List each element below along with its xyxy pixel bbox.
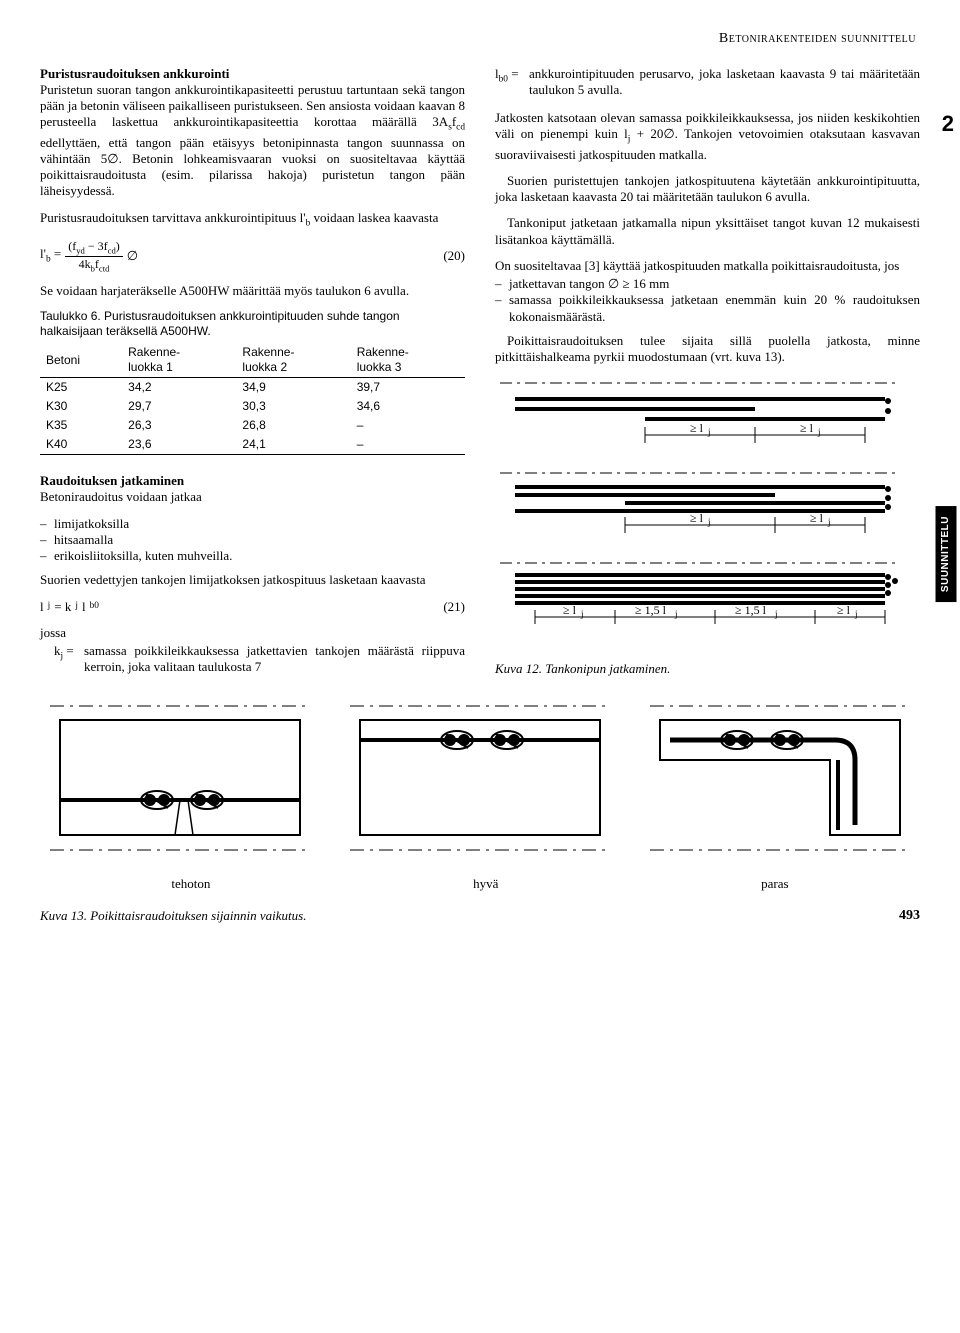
para-anchor-intro: Puristusraudoituksen ankkurointi Puriste… (40, 66, 465, 200)
page-footer: Kuva 13. Poikittaisraudoituksen sijainni… (40, 902, 920, 924)
svg-text:j: j (580, 609, 584, 619)
side-tab-suunnittelu: SUUNNITTELU (936, 506, 957, 602)
fig13-labels: tehoton hyvä paras (40, 876, 920, 892)
heading-puristus: Puristusraudoituksen ankkurointi (40, 66, 229, 81)
th: Rakenne-luokka 2 (236, 343, 350, 378)
p1b: edellyttäen, että tangon pään etäisyys b… (40, 135, 465, 199)
lb0-def: lb0 = ankkurointipituuden perusarvo, jok… (495, 66, 920, 99)
svg-text:≥ l: ≥ l (690, 421, 704, 435)
figure-13: tehoton hyvä paras (40, 700, 920, 892)
r-p4: Tankoniput jatketaan jatkamalla nipun yk… (495, 215, 920, 248)
kj-def: kj = samassa poikkileikkauksessa jatkett… (54, 643, 465, 676)
table-row: K3526,326,8– (40, 416, 465, 435)
left-column: Puristusraudoituksen ankkurointi Puriste… (40, 66, 465, 680)
eq20-num: (20) (443, 248, 465, 264)
p1a: Puristetun suoran tangon ankkurointikapa… (40, 82, 465, 130)
right-column: 2 SUUNNITTELU lb0 = ankkurointipituuden … (495, 66, 920, 680)
p3: Se voidaan harjateräkselle A500HW määrit… (40, 283, 465, 299)
jossa: jossa (40, 625, 465, 641)
svg-text:≥ l: ≥ l (563, 603, 577, 617)
list-jatkaminen: –limijatkoksilla –hitsaamalla –erikoisli… (40, 516, 465, 565)
svg-text:j: j (827, 517, 831, 527)
label-hyva: hyvä (473, 876, 498, 892)
heading-jatkaminen: Raudoituksen jatkaminen (40, 473, 184, 488)
svg-text:j: j (854, 609, 858, 619)
svg-text:≥ l: ≥ l (800, 421, 814, 435)
svg-text:≥ l: ≥ l (810, 511, 824, 525)
eq21-num: (21) (443, 599, 465, 615)
svg-text:j: j (707, 427, 711, 437)
list-conditions: –jatkettavan tangon ∅ ≥ 16 mm –samassa p… (495, 276, 920, 325)
running-head: Betonirakenteiden suunnittelu (40, 30, 920, 48)
p5: Suorien vedettyjen tankojen limijatkokse… (40, 572, 465, 588)
th: Betoni (40, 343, 122, 378)
sub-s: s (448, 123, 452, 133)
p2b: voidaan laskea kaavasta (310, 210, 438, 225)
r-p5: On suositeltavaa [3] käyttää jatkospituu… (495, 258, 920, 274)
para-lprime: Puristusraudoituksen tarvittava ankkuroi… (40, 210, 465, 230)
table6-title: Taulukko 6. Puristusraudoituksen ankkuro… (40, 309, 465, 339)
table-row: K4023,624,1– (40, 435, 465, 455)
r-p6: Poikittaisraudoituksen tulee sijaita sil… (495, 333, 920, 366)
table-row: K2534,234,939,7 (40, 378, 465, 398)
fig12-caption: Kuva 12. Tankonipun jatkaminen. (495, 661, 920, 677)
two-column-layout: Puristusraudoituksen ankkurointi Puriste… (40, 66, 920, 680)
svg-text:≥ l: ≥ l (690, 511, 704, 525)
para-jatkaminen: Raudoituksen jatkaminen Betoniraudoitus … (40, 473, 465, 506)
table-row: K3029,730,334,6 (40, 397, 465, 416)
equation-21: lj = kjlb0 (21) (40, 599, 465, 615)
fig13-caption: Kuva 13. Poikittaisraudoituksen sijainni… (40, 908, 306, 924)
svg-text:j: j (817, 427, 821, 437)
svg-text:≥ 1,5 l: ≥ 1,5 l (735, 603, 767, 617)
r-p2: Jatkosten katsotaan olevan samassa poikk… (495, 110, 920, 163)
fig12-svg: ≥ lj ≥ lj ≥ lj (495, 375, 905, 655)
th: Rakenne-luokka 1 (122, 343, 236, 378)
label-tehoton: tehoton (171, 876, 210, 892)
section-tab-2: 2 (942, 110, 954, 138)
svg-text:j: j (674, 609, 678, 619)
page-number: 493 (899, 907, 920, 925)
kj-text: samassa poikkileikkauksessa jatkettavien… (84, 643, 465, 676)
list-item: –jatkettavan tangon ∅ ≥ 16 mm (495, 276, 920, 292)
table-header-row: Betoni Rakenne-luokka 1 Rakenne-luokka 2… (40, 343, 465, 378)
svg-text:≥ 1,5 l: ≥ 1,5 l (635, 603, 667, 617)
figure-12: ≥ lj ≥ lj ≥ lj (495, 375, 920, 677)
label-paras: paras (761, 876, 788, 892)
equation-20: l'b = (fyd − 3fcd) 4kbfctd ∅ (20) (40, 240, 465, 273)
th: Rakenne-luokka 3 (351, 343, 465, 378)
sub-fcd: cd (456, 123, 465, 133)
svg-text:≥ l: ≥ l (837, 603, 851, 617)
list-item: –samassa poikkileikkauksessa jatketaan e… (495, 292, 920, 325)
list-item: –hitsaamalla (40, 532, 465, 548)
svg-text:j: j (774, 609, 778, 619)
lb0-txt: ankkurointipituuden perusarvo, joka lask… (529, 66, 920, 99)
list-item: –erikoisliitoksilla, kuten muhveilla. (40, 548, 465, 564)
r-p3: Suorien puristettujen tankojen jatkospit… (495, 173, 920, 206)
fig13-svg (40, 700, 920, 870)
p4: Betoniraudoitus voidaan jatkaa (40, 489, 202, 504)
list-item: –limijatkoksilla (40, 516, 465, 532)
p2a: Puristusraudoituksen tarvittava ankkuroi… (40, 210, 306, 225)
table-6: Betoni Rakenne-luokka 1 Rakenne-luokka 2… (40, 343, 465, 455)
svg-text:j: j (707, 517, 711, 527)
